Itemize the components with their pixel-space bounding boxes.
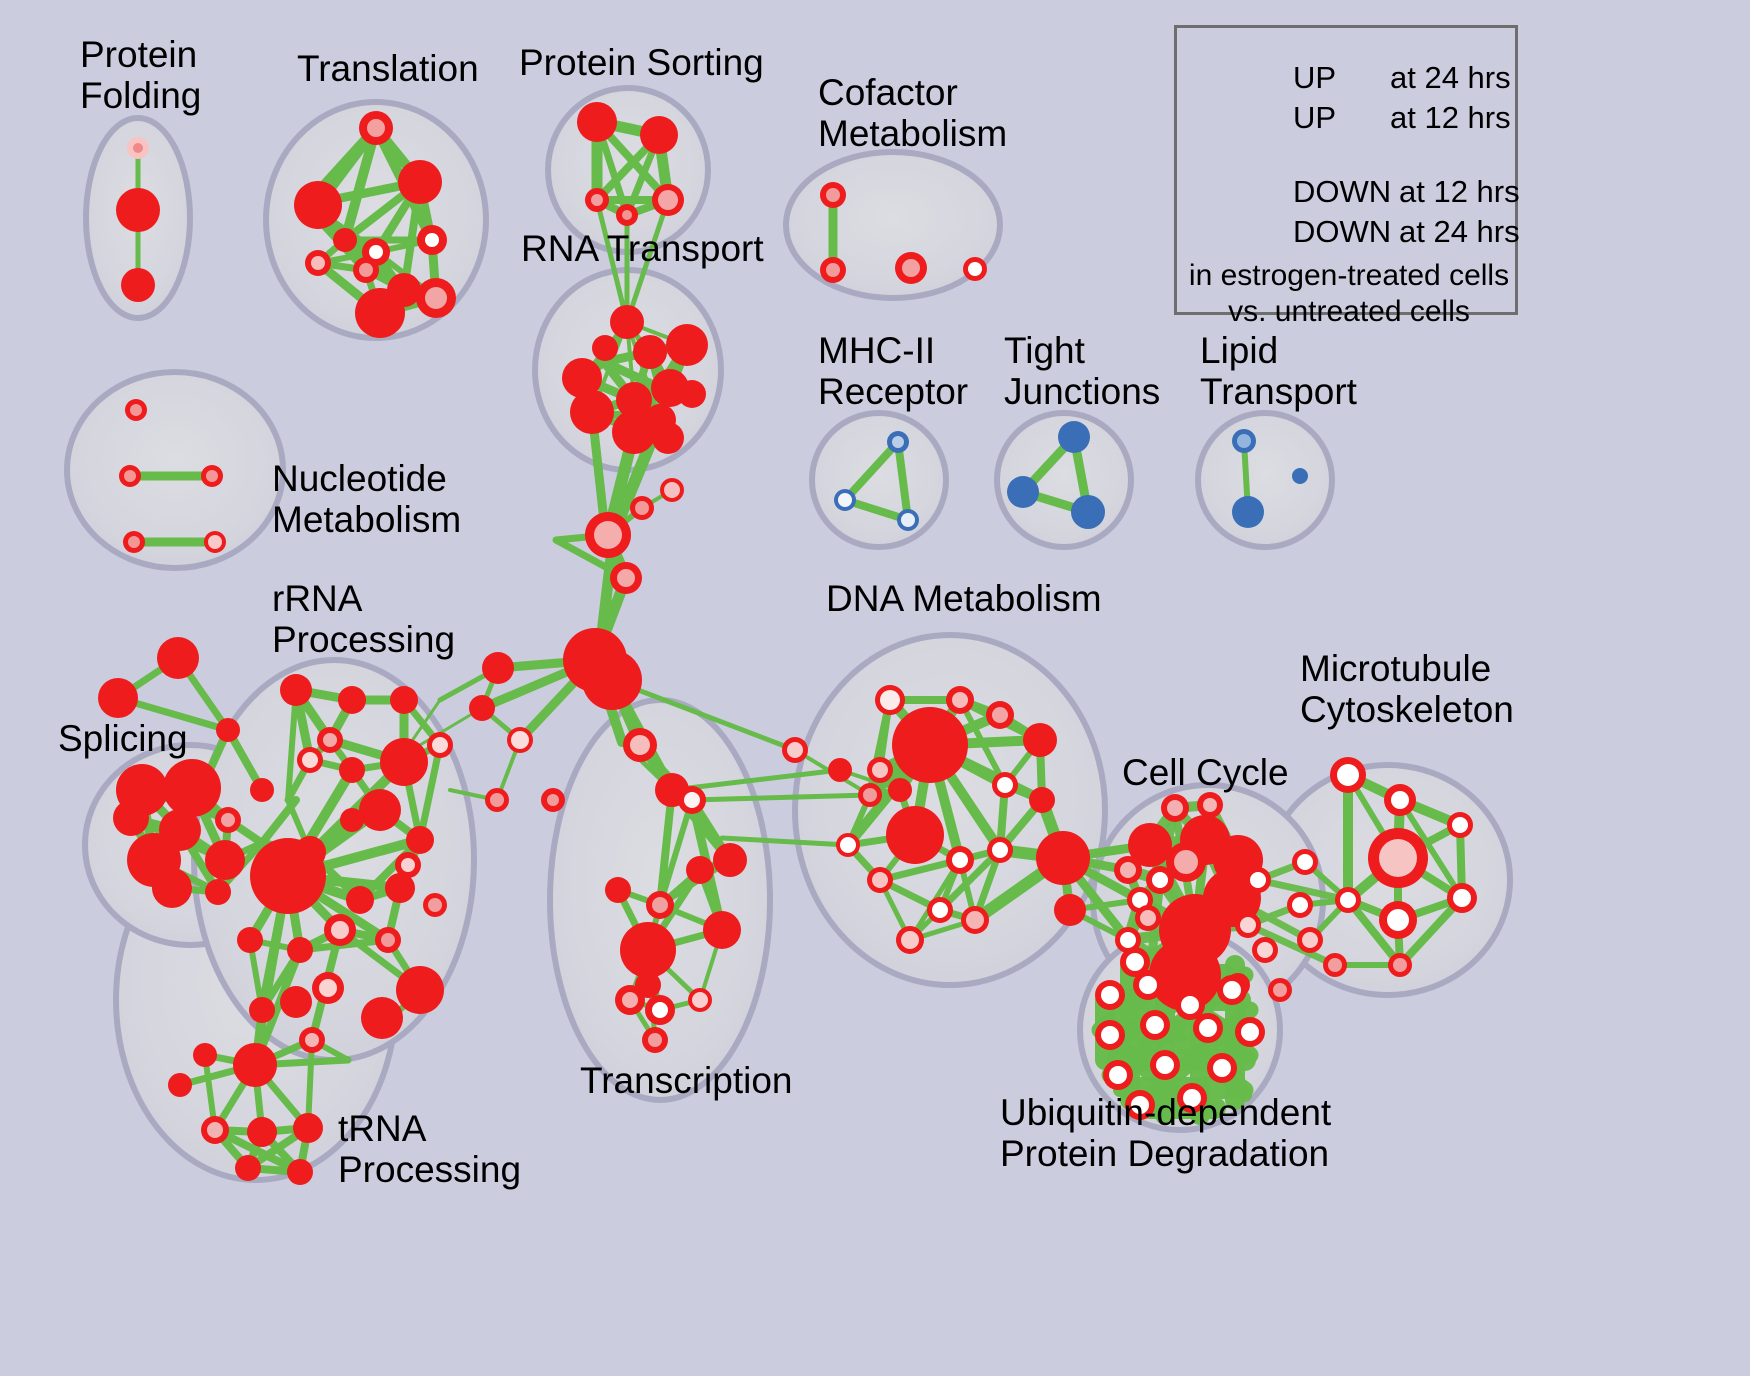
cluster-label-rna-transport: RNA Transport — [521, 228, 764, 269]
node-group-cell-cycle — [1114, 792, 1292, 1002]
cluster-label-mhc-ii-receptor: MHC-II Receptor — [818, 330, 969, 413]
cluster-label-transcription: Transcription — [580, 1060, 793, 1101]
node-group-rrna-processing — [237, 674, 453, 1014]
cluster-label-rrna-processing: rRNA Processing — [272, 578, 456, 661]
node-group-tight-junctions — [1007, 421, 1105, 529]
node-group-microtubule — [1287, 757, 1477, 977]
cluster-label-trna-processing: tRNA Processing — [338, 1108, 522, 1191]
cluster-label-splicing: Splicing — [58, 718, 188, 759]
cluster-label-dna-metabolism: DNA Metabolism — [826, 578, 1102, 619]
cluster-label-ubiquitin: Ubiquitin-dependent Protein Degradation — [1000, 1092, 1332, 1175]
node-group-lipid-transport — [1232, 429, 1308, 528]
node-group-protein-folding — [116, 137, 160, 302]
node-group-splicing — [98, 637, 274, 908]
node-group-trna-processing — [168, 972, 403, 1185]
legend-time-3: at 24 hrs — [1399, 214, 1520, 249]
node-group-protein-sorting — [577, 102, 684, 226]
cluster-hull-nucleotide-metabolism — [64, 369, 286, 571]
node-group-translation — [294, 111, 456, 338]
legend-dir-3: DOWN — [1293, 214, 1392, 249]
node-group-mhc-ii-receptor — [834, 431, 919, 531]
cluster-label-nucleotide-metabolism: Nucleotide Metabolism — [272, 458, 462, 541]
node-group-rna-transport — [562, 305, 708, 454]
cluster-label-tight-junctions: Tight Junctions — [1004, 330, 1161, 413]
cluster-hull-mhc-ii-receptor — [809, 410, 949, 550]
node-group-hub — [469, 478, 684, 812]
cluster-label-microtubule: Microtubule Cytoskeleton — [1300, 648, 1514, 731]
legend-caption-line1: in estrogen-treated cells — [1188, 259, 1510, 292]
cluster-label-translation: Translation — [297, 48, 479, 89]
cluster-label-protein-folding: Protein Folding — [80, 34, 202, 117]
cluster-label-cofactor-metabolism: Cofactor Metabolism — [818, 72, 1008, 155]
legend-dir-2: DOWN — [1293, 174, 1392, 209]
node-group-nucleotide-metabolism — [119, 399, 226, 553]
cluster-hull-lipid-transport — [1195, 410, 1335, 550]
legend-dir-1: UP — [1293, 100, 1337, 135]
node-group-ubiquitin — [1095, 939, 1265, 1120]
cluster-label-cell-cycle: Cell Cycle — [1122, 752, 1289, 793]
node-group-cofactor-metabolism — [820, 182, 987, 284]
network-nodes — [98, 102, 1477, 1185]
legend-box: UP at 24 hrs UP at 12 hrs DOWN at 12 hrs… — [1174, 25, 1520, 328]
node-group-dna-metabolism — [782, 685, 1090, 954]
legend-time-2: at 12 hrs — [1399, 174, 1520, 209]
legend-dir-0: UP — [1293, 60, 1337, 95]
node-group-transcription — [541, 728, 747, 1053]
cluster-label-protein-sorting: Protein Sorting — [519, 42, 764, 83]
cluster-label-lipid-transport: Lipid Transport — [1200, 330, 1357, 413]
legend-time-0: at 24 hrs — [1390, 60, 1511, 95]
legend-caption-line2: vs. untreated cells — [1228, 295, 1470, 328]
legend-time-1: at 12 hrs — [1390, 100, 1511, 135]
